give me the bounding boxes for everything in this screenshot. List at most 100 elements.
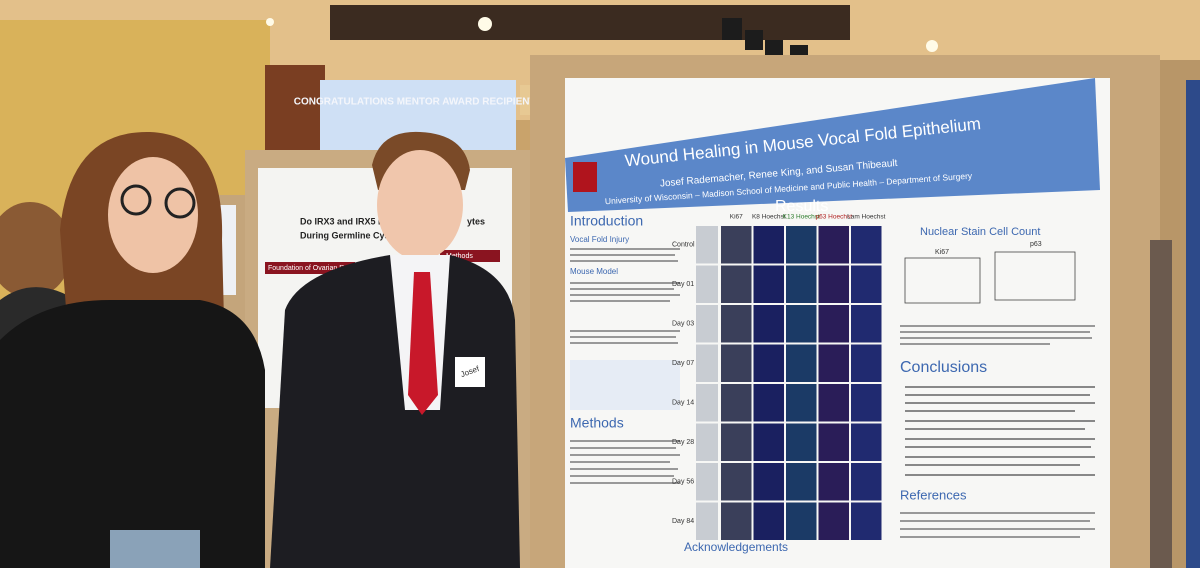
micrograph bbox=[721, 502, 752, 540]
column-label: K13 Hoechst bbox=[783, 214, 820, 221]
micrograph bbox=[786, 423, 817, 461]
micrograph bbox=[786, 344, 817, 382]
subheading: Mouse Model bbox=[570, 267, 618, 276]
row-label: Day 28 bbox=[672, 439, 694, 446]
person-hair bbox=[0, 202, 72, 298]
micrograph bbox=[851, 384, 882, 422]
micrograph bbox=[696, 463, 718, 501]
beam bbox=[330, 5, 850, 40]
micrograph bbox=[851, 502, 882, 540]
table bbox=[570, 360, 680, 410]
micrograph bbox=[696, 344, 718, 382]
micrograph bbox=[721, 226, 752, 264]
micrograph bbox=[851, 226, 882, 264]
micrograph bbox=[786, 463, 817, 501]
section-heading: References bbox=[900, 487, 967, 502]
person-suit bbox=[270, 255, 520, 568]
person-partial bbox=[1150, 240, 1172, 568]
row-label: Day 84 bbox=[672, 518, 694, 525]
row-label: Day 07 bbox=[672, 360, 694, 367]
name-tag bbox=[455, 357, 485, 387]
section-heading: Acknowledgements bbox=[684, 540, 788, 554]
micrograph bbox=[753, 502, 784, 540]
chart-label: Ki67 bbox=[935, 249, 949, 256]
micrograph bbox=[786, 265, 817, 303]
micrograph bbox=[696, 423, 718, 461]
micrograph bbox=[753, 344, 784, 382]
micrograph bbox=[851, 423, 882, 461]
micrograph bbox=[851, 265, 882, 303]
micrograph bbox=[818, 344, 849, 382]
micrograph bbox=[696, 305, 718, 343]
tie bbox=[408, 272, 438, 415]
micrograph bbox=[851, 463, 882, 501]
section-heading: Methods bbox=[446, 253, 473, 260]
micrograph bbox=[818, 305, 849, 343]
micrograph bbox=[721, 305, 752, 343]
micrograph bbox=[696, 384, 718, 422]
micrograph bbox=[818, 384, 849, 422]
section-heading: Foundation of Ovarian Reserve bbox=[268, 265, 365, 272]
micrograph bbox=[786, 384, 817, 422]
micrograph bbox=[721, 344, 752, 382]
micrograph bbox=[786, 226, 817, 264]
screen-text: CONGRATULATIONS MENTOR AWARD RECIPIENTS bbox=[294, 97, 543, 108]
micrograph bbox=[753, 226, 784, 264]
column-label: Lam Hoechst bbox=[847, 214, 885, 221]
mini-chart bbox=[994, 251, 1076, 301]
micrograph bbox=[753, 305, 784, 343]
column-label: Ki67 bbox=[730, 214, 743, 221]
person-face bbox=[377, 150, 463, 260]
poster-header bbox=[565, 78, 1100, 212]
glasses bbox=[164, 187, 196, 219]
micrograph bbox=[818, 502, 849, 540]
left-poster-title: During Germline Cyst Br bbox=[300, 230, 406, 240]
subheading: Vocal Fold Injury bbox=[570, 235, 629, 244]
section-heading: Results bbox=[775, 198, 828, 215]
light bbox=[266, 18, 274, 26]
micrograph bbox=[818, 423, 849, 461]
light bbox=[478, 17, 492, 31]
section-heading: Introduction bbox=[570, 213, 643, 229]
micrograph bbox=[786, 305, 817, 343]
micrograph bbox=[753, 384, 784, 422]
row-label: Control bbox=[672, 242, 695, 249]
column-label: K8 Hoechst bbox=[752, 214, 786, 221]
micrograph bbox=[818, 226, 849, 264]
poster-edge bbox=[1186, 80, 1200, 568]
section-heading: Conclusions bbox=[900, 359, 987, 376]
micrograph bbox=[818, 265, 849, 303]
micrograph bbox=[818, 463, 849, 501]
micrograph bbox=[851, 305, 882, 343]
micrograph bbox=[721, 265, 752, 303]
micrograph bbox=[721, 463, 752, 501]
uw-crest bbox=[573, 162, 597, 192]
glasses bbox=[120, 184, 152, 216]
body-text bbox=[900, 325, 1095, 345]
row-label: Day 56 bbox=[672, 479, 694, 486]
micrograph bbox=[753, 265, 784, 303]
row-label: Day 03 bbox=[672, 321, 694, 328]
person-jeans bbox=[110, 530, 200, 568]
body-text bbox=[570, 440, 680, 484]
body-text bbox=[900, 512, 1095, 538]
person-shirt bbox=[0, 300, 265, 568]
micrograph bbox=[786, 502, 817, 540]
row-label: Day 01 bbox=[672, 281, 694, 288]
micrograph bbox=[696, 265, 718, 303]
row-label: Day 14 bbox=[672, 400, 694, 407]
left-poster-title: ytes bbox=[467, 216, 485, 226]
micrograph bbox=[753, 463, 784, 501]
section-heading: Nuclear Stain Cell Count bbox=[920, 226, 1040, 238]
micrograph bbox=[721, 384, 752, 422]
chart-label: p63 bbox=[1030, 241, 1042, 248]
body-text bbox=[905, 386, 1095, 476]
mini-chart bbox=[904, 257, 981, 304]
section-heading: Methods bbox=[570, 415, 624, 431]
column-label: p63 Hoechst bbox=[816, 214, 853, 221]
micrograph bbox=[753, 423, 784, 461]
micrograph bbox=[851, 344, 882, 382]
micrograph bbox=[696, 226, 718, 264]
